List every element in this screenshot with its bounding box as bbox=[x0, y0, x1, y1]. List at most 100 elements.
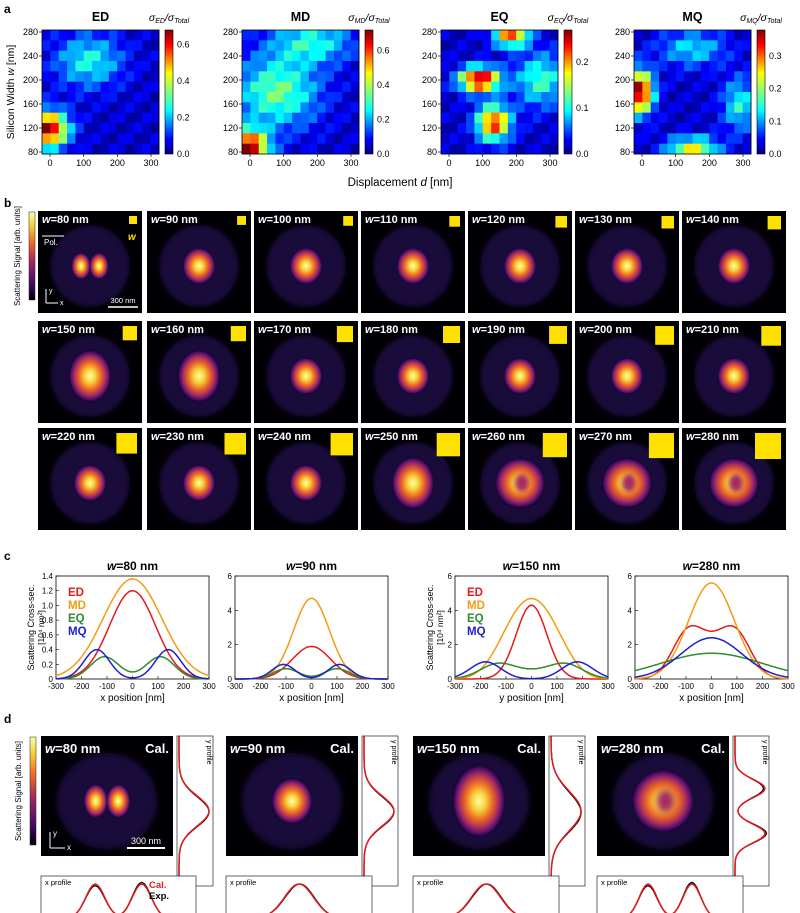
heatmap-cell bbox=[650, 50, 660, 62]
spot bbox=[289, 247, 323, 285]
series-line-md bbox=[635, 582, 788, 680]
x-profile-label: x profile bbox=[230, 878, 256, 887]
heatmap-cell bbox=[325, 61, 335, 72]
heatmap-cell bbox=[516, 123, 525, 134]
heatmap-cell bbox=[457, 50, 467, 62]
axis-y-label: y bbox=[49, 288, 53, 295]
heatmap-cell bbox=[83, 50, 93, 62]
heatmap-cell bbox=[58, 123, 68, 134]
heatmap-cell bbox=[300, 50, 310, 62]
heatmap-cell bbox=[725, 81, 735, 93]
heatmap-cell bbox=[524, 112, 534, 124]
heatmap-cell bbox=[441, 143, 450, 155]
heatmap-cell bbox=[142, 133, 152, 145]
heatmap-cell bbox=[275, 81, 285, 93]
heatmap-cell bbox=[491, 133, 500, 145]
heatmap-cell bbox=[725, 123, 735, 134]
heatmap-cell bbox=[150, 143, 160, 155]
heatmap-mq: MQ 80 120 160 200 240 280 0 100 200 300 0.3 0.2 0.1 0.… bbox=[615, 10, 782, 168]
y-tick-label: 240 bbox=[23, 51, 38, 61]
heatmap-cell bbox=[75, 40, 85, 52]
heatmap-cell bbox=[58, 112, 68, 124]
series-line-eq bbox=[454, 662, 609, 679]
heatmap-cell bbox=[541, 40, 551, 52]
heatmap-cell bbox=[292, 50, 301, 62]
heatmap-cell bbox=[516, 133, 525, 145]
heatmap-cell bbox=[482, 81, 492, 93]
heatmap-cell bbox=[675, 71, 685, 83]
heatmap-cell bbox=[507, 123, 517, 134]
image-tile: w=200 nm bbox=[575, 321, 679, 423]
heatmap-cell bbox=[242, 123, 251, 134]
y-profile-cal bbox=[550, 736, 582, 886]
heatmap-cell bbox=[342, 133, 352, 145]
heatmap-cell bbox=[317, 133, 326, 145]
heatmap-cell bbox=[125, 50, 135, 62]
heatmap-cell bbox=[482, 30, 492, 41]
heatmap-cell bbox=[83, 112, 93, 124]
x-tick-label: 300 bbox=[381, 682, 395, 691]
heatmap-cell bbox=[449, 61, 459, 72]
heatmap-cell bbox=[275, 40, 285, 52]
heatmap-cell bbox=[100, 61, 110, 72]
heatmap-cell bbox=[499, 133, 509, 145]
colorbar bbox=[164, 29, 174, 155]
heatmap-cell bbox=[634, 112, 643, 124]
plot-title: w=80 nm bbox=[107, 559, 158, 573]
heatmap-cell bbox=[250, 133, 260, 145]
y-tick-label: 0.4 bbox=[42, 646, 54, 655]
heatmap-cell bbox=[507, 71, 517, 83]
heatmap-cell bbox=[499, 71, 509, 83]
heatmap-cell bbox=[491, 81, 500, 93]
tile-width-label: w=90 nm bbox=[151, 214, 198, 226]
heatmap-cell bbox=[692, 102, 702, 114]
heatmap-cell bbox=[499, 50, 509, 62]
spot bbox=[717, 357, 751, 395]
heatmap-cell bbox=[692, 133, 702, 145]
heatmap-cell bbox=[734, 40, 744, 52]
heatmap-cell bbox=[58, 133, 68, 145]
x-tick-label: 0 bbox=[529, 682, 534, 691]
x-tick-label: 300 bbox=[343, 158, 358, 168]
legend-eq: EQ bbox=[467, 613, 484, 625]
heatmap-cell bbox=[667, 133, 677, 145]
heatmap-cell bbox=[142, 81, 152, 93]
heatmap-cell bbox=[242, 71, 251, 83]
heatmap-cell bbox=[507, 81, 517, 93]
heatmap-cell bbox=[292, 133, 301, 145]
tile-width-label: w=110 nm bbox=[365, 214, 418, 226]
colorbar-tick-label: 0.4 bbox=[177, 76, 190, 86]
series-line-ed bbox=[55, 589, 210, 680]
y-tick-label: 0 bbox=[49, 675, 54, 684]
colorbar-tick-label: 0.1 bbox=[576, 103, 589, 113]
series-line-mq bbox=[634, 637, 789, 678]
heatmap-cell bbox=[709, 81, 718, 93]
heatmap-cell bbox=[667, 143, 677, 155]
heatmap-cell bbox=[441, 112, 450, 124]
heatmap-cell bbox=[491, 30, 500, 41]
heatmap-cell bbox=[675, 61, 685, 72]
heatmap-cell bbox=[142, 61, 152, 72]
y-profile-label: y profile bbox=[390, 740, 397, 765]
y-tick-label: 0.2 bbox=[42, 660, 54, 669]
heatmap-cell bbox=[725, 30, 735, 41]
heatmap-cell bbox=[117, 143, 126, 155]
structure-size-square bbox=[761, 326, 781, 346]
heatmap-cell bbox=[117, 71, 126, 83]
heatmap-cell bbox=[709, 61, 718, 72]
heatmap-cell bbox=[675, 81, 685, 93]
heatmap-cell bbox=[258, 61, 268, 72]
heatmap-ed: ED 80 120 160 200 240 280 0 100 200 300 0.6 0.4 0.2 0.… bbox=[23, 10, 190, 168]
heatmap-cell bbox=[709, 30, 718, 41]
heatmap-cell bbox=[250, 81, 260, 93]
x-tick-label: 0 bbox=[709, 682, 714, 691]
heatmap-cell bbox=[258, 81, 268, 93]
heatmap-cell bbox=[709, 50, 718, 62]
heatmap-cell bbox=[125, 71, 135, 83]
heatmap-cell bbox=[117, 112, 126, 124]
heatmap-cell bbox=[267, 40, 276, 52]
x-axis-label: x position [nm] bbox=[279, 693, 344, 704]
heatmap-cell bbox=[667, 123, 677, 134]
heatmap-cell bbox=[317, 102, 326, 114]
